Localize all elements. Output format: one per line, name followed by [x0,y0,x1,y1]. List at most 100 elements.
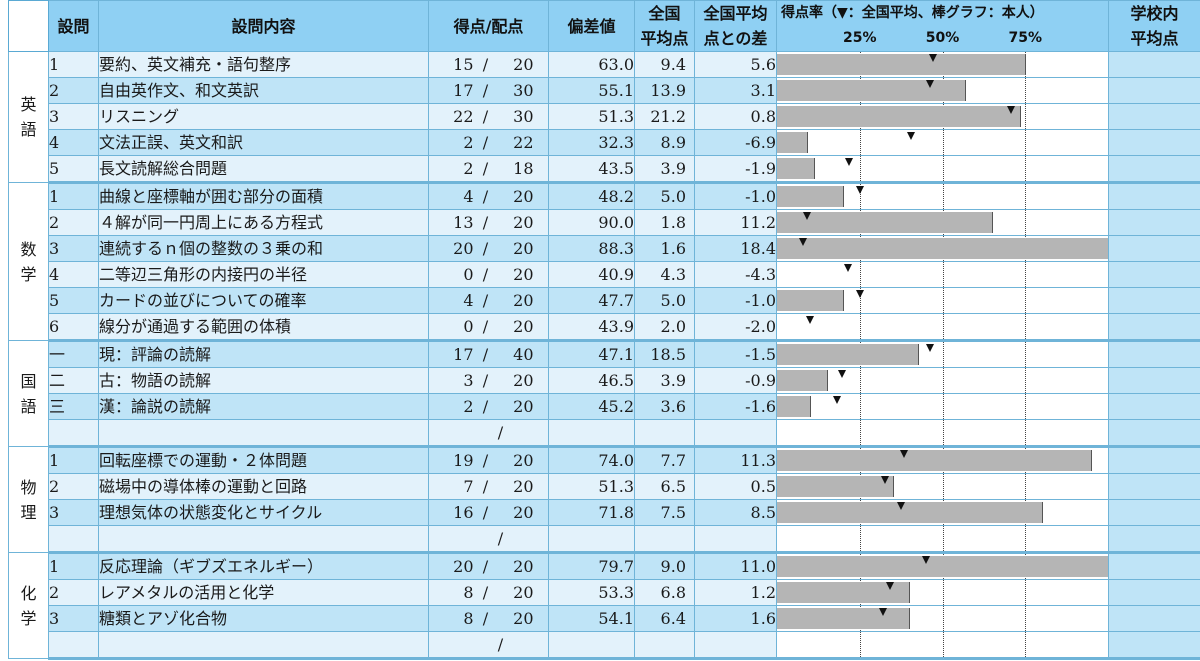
question-content: 自由英作文、和文英訳 [98,77,429,104]
school-avg-value [1108,261,1200,288]
diff-header-line: 点との差 [703,29,768,48]
deviation-value [548,525,635,554]
subject-name: 物理 [20,477,37,522]
rate-chart-cell [776,579,1109,606]
national-avg-value: 7.7 [634,446,695,474]
score-slash: / [482,291,489,310]
school-avg-value [1108,499,1200,526]
diff-value: -1.5 [694,340,777,368]
school-avg-value [1108,631,1200,660]
gridline-75 [1025,156,1027,180]
rate-chart-cell [776,261,1109,288]
score-value: 19 / 20 [428,446,549,474]
gridline-75 [1025,420,1027,444]
rate-title: 得点率（▼：全国平均、棒グラフ：本人） [781,5,1044,21]
score-got: 2 [463,397,474,416]
score-slash: / [497,529,504,548]
subject-cell: 英語 [8,51,49,183]
national-avg-marker [832,396,841,404]
question-content: 二等辺三角形の内接円の半径 [98,261,429,288]
national-avg-marker [880,476,889,484]
student-rate-bar [777,80,966,101]
gridline-50 [942,632,944,656]
score-got: 2 [463,133,474,152]
school-avg-value [1108,446,1200,474]
diff-value: -1.0 [694,287,777,314]
national-avg-value: 7.5 [634,499,695,526]
content-header: 設問内容 [98,0,429,52]
student-rate-bar [777,132,809,153]
table-row: 三漢：論説の読解 2 / 20 45.2 3.6 -1.6 [9,393,1200,420]
diff-value: -1.0 [694,182,777,210]
national-avg-value: 9.0 [634,552,695,580]
student-rate-bar [777,106,1021,127]
deviation-value: 51.3 [548,103,635,130]
diff-value [694,631,777,660]
gridline-75 [1025,368,1027,393]
score-got: 16 [453,503,474,522]
student-rate-bar [777,370,828,391]
school-avg-value [1108,313,1200,342]
diff-value: -4.3 [694,261,777,288]
table-row: 数学 1 曲線と座標軸が囲む部分の面積 4/20 48.2 5.0 -1.0 [8,182,1200,341]
score-value: 3 / 20 [428,367,549,394]
score-max: 40 [513,345,534,364]
gridline-50 [942,314,944,338]
question-content: 糖類とアゾ化合物 [98,605,429,632]
question-number: 4 [48,261,99,288]
score-max: 20 [513,371,534,390]
question-number: 2 [48,77,99,104]
question-number: 3 [48,499,99,526]
school-avg-value [1108,235,1200,262]
national-avg-value: 9.4 [634,51,695,78]
national-avg-marker [844,264,853,272]
question-content: カードの並びについての確率 [98,287,429,314]
school-avg-value [1108,367,1200,394]
score-slash: / [482,239,489,258]
score-max: 20 [513,451,534,470]
national-avg-header-line: 平均点 [640,29,689,48]
deviation-value: 32.3 [548,129,635,156]
school-avg-value [1108,209,1200,236]
gridline-50 [942,342,944,367]
subject-name: 数学 [20,239,37,284]
gridline-25 [859,420,861,444]
gridline-50 [942,156,944,180]
national-avg-header-line: 全国 [648,4,681,23]
score-max: 20 [513,213,534,232]
score-got: 17 [453,345,474,364]
score-value: 8 / 20 [428,605,549,632]
gridline-25 [859,394,861,419]
national-avg-value [634,525,695,554]
gridline-75 [1025,288,1027,313]
school-avg-value [1108,419,1200,448]
gridline-75 [1025,606,1027,631]
student-rate-bar [777,158,815,179]
deviation-value: 48.2 [548,182,635,210]
gridline-50 [942,368,944,393]
question-content: 文法正誤、英文和訳 [98,129,429,156]
score-value: 22 / 30 [428,103,549,130]
score-got: 20 [453,239,474,258]
school-avg-value [1108,552,1200,580]
school-avg-value [1108,287,1200,314]
table-row: 3 連続するｎ個の整数の３乗の和 20 / 20 88.3 1.6 18.4 [9,235,1200,262]
question-number: 3 [48,605,99,632]
diff-value: 11.3 [694,446,777,474]
question-number [48,525,99,554]
student-rate-bar [777,396,812,417]
blank-row: / [9,419,1200,448]
student-rate-bar [777,608,911,629]
diff-value [694,525,777,554]
score-got: 0 [463,265,474,284]
national-avg-marker [844,158,853,166]
rate-chart-cell [776,473,1109,500]
score-value: 20 / 20 [428,552,549,580]
table-row: 5 カードの並びについての確率 4 / 20 47.7 5.0 -1.0 [9,287,1200,314]
student-rate-bar [777,476,894,497]
score-max: 20 [513,55,534,74]
score-slash: / [482,317,489,336]
score-slash: / [482,397,489,416]
score-max: 20 [513,583,534,602]
table-row: 2 自由英作文、和文英訳 17 / 30 55.1 13.9 3.1 [9,77,1200,104]
